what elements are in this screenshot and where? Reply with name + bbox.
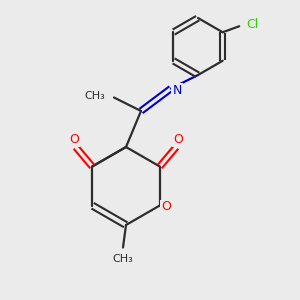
- Text: CH₃: CH₃: [112, 254, 134, 264]
- Text: N: N: [172, 83, 182, 97]
- Text: Cl: Cl: [246, 18, 258, 31]
- Text: O: O: [69, 133, 79, 146]
- Text: O: O: [161, 200, 171, 214]
- Text: O: O: [173, 133, 183, 146]
- Text: CH₃: CH₃: [85, 91, 106, 101]
